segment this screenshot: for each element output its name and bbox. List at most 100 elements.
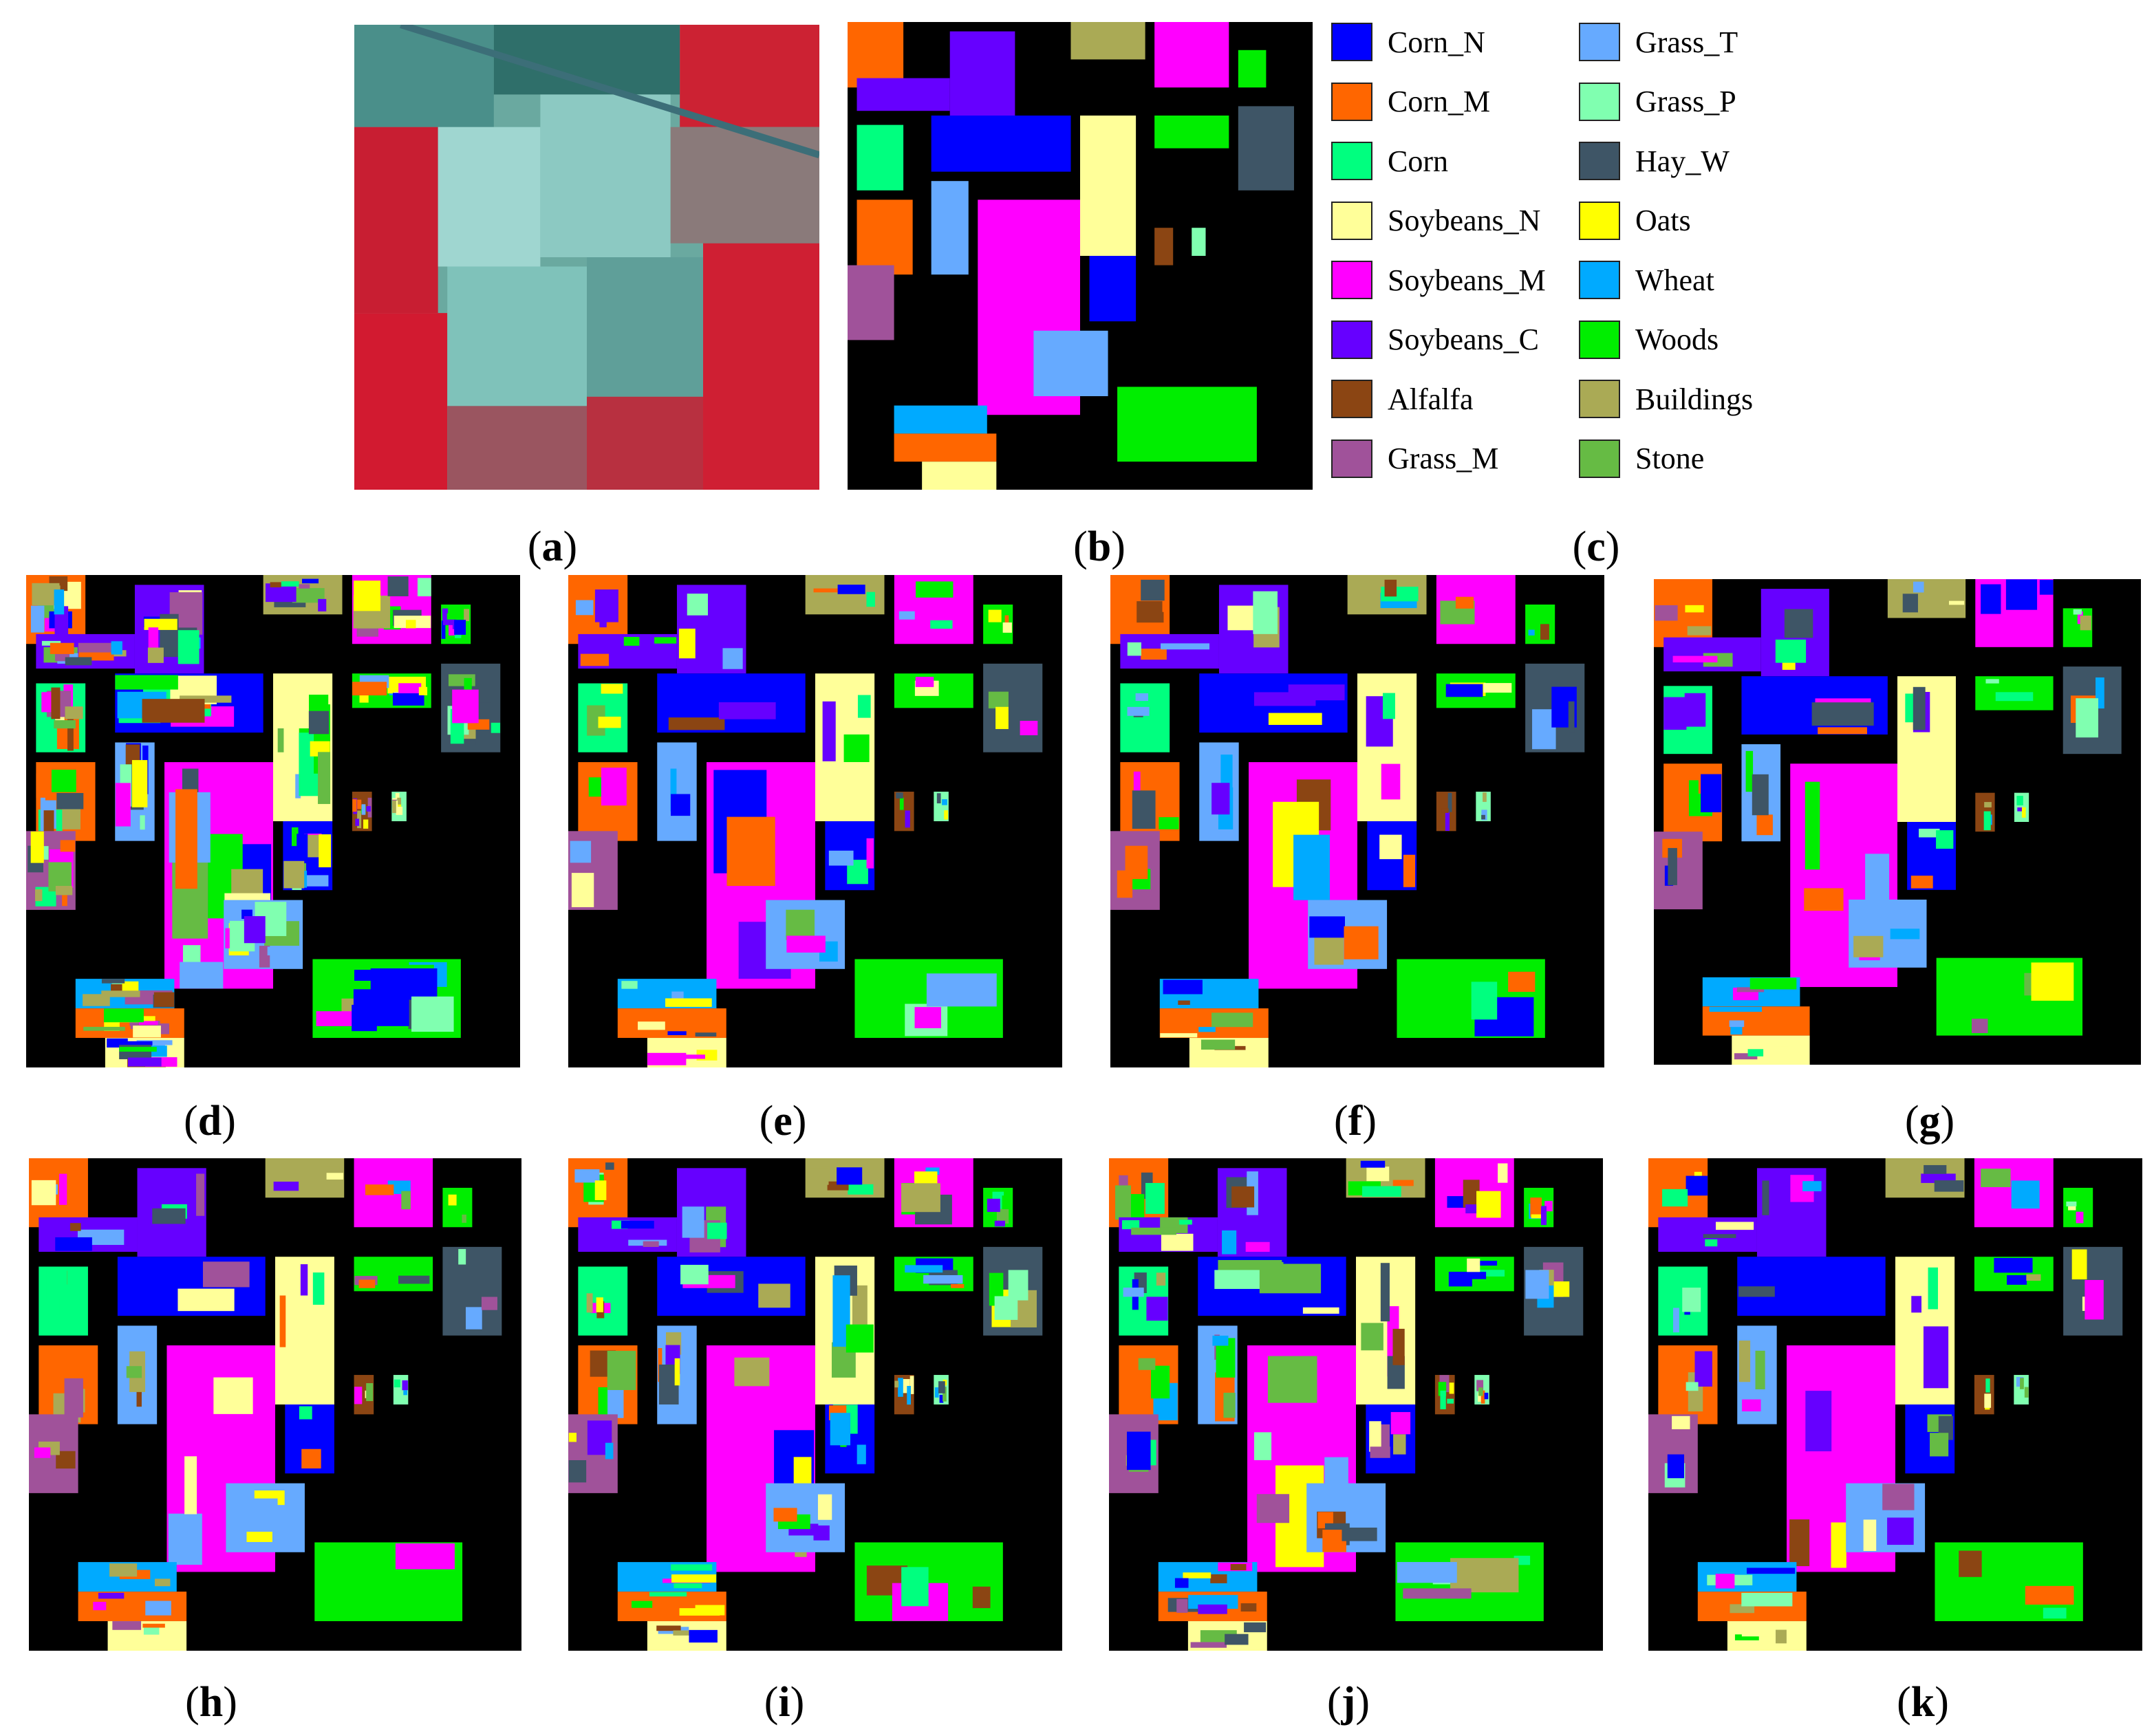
map-noise-patch — [138, 1021, 158, 1026]
map-noise-patch — [656, 1625, 681, 1631]
map-noise-patch — [1445, 811, 1450, 832]
map-noise-patch — [837, 1167, 863, 1185]
map-noise-patch — [34, 1447, 51, 1458]
map-noise-patch — [707, 1222, 727, 1239]
map-noise-patch — [594, 589, 618, 622]
map-noise-patch — [184, 1456, 197, 1515]
map-noise-patch — [1447, 792, 1452, 812]
map-noise-patch — [1438, 1382, 1447, 1396]
map-noise-patch — [55, 1237, 92, 1251]
map-noise-patch — [239, 1498, 278, 1523]
map-noise-patch — [366, 1382, 374, 1402]
map-noise-patch — [1020, 721, 1038, 735]
map-noise-patch — [1755, 1296, 1813, 1306]
map-noise-patch — [2020, 1378, 2024, 1389]
map-noise-patch — [101, 990, 140, 997]
map-noise-patch — [1174, 1578, 1189, 1588]
map-noise-patch — [454, 620, 466, 635]
map-noise-patch — [1259, 1263, 1322, 1294]
gt-region-corn-n-mid — [1089, 256, 1137, 322]
map-noise-patch — [1662, 1189, 1688, 1207]
map-noise-patch — [442, 611, 447, 624]
map-noise-patch — [1734, 1634, 1759, 1640]
map-noise-patch — [308, 710, 330, 735]
map-noise-patch — [1811, 702, 1874, 726]
map-noise-patch — [605, 1162, 614, 1170]
map-noise-patch — [1749, 977, 1797, 990]
map-noise-patch — [1655, 605, 1678, 621]
map-noise-patch — [1971, 1019, 1988, 1034]
map-noise-patch — [994, 1220, 1005, 1227]
map-noise-patch — [866, 592, 875, 607]
map-noise-patch — [1663, 697, 1687, 730]
map-noise-patch — [392, 693, 424, 706]
map-noise-patch — [898, 611, 915, 620]
map-noise-patch — [1472, 1279, 1501, 1290]
gt-region-hay-w — [1238, 106, 1294, 191]
map-noise-patch — [901, 1567, 929, 1607]
legend-label: Soybeans_C — [1388, 323, 1539, 356]
map-noise-patch — [1789, 1260, 1857, 1277]
legend-label: Grass_T — [1635, 25, 1738, 59]
map-noise-patch — [848, 1184, 874, 1195]
legend-item-corn-n: Corn_N — [1331, 19, 1485, 65]
map-noise-patch — [623, 637, 640, 646]
legend-label: Alfalfa — [1388, 382, 1474, 416]
map-noise-patch — [1701, 774, 1722, 812]
caption-g: (g) — [1888, 1097, 1971, 1146]
map-noise-patch — [1736, 987, 1765, 992]
map-noise-patch — [1831, 1522, 1846, 1568]
map-noise-patch — [1231, 1186, 1255, 1208]
map-noise-patch — [145, 1601, 171, 1616]
map-region — [1732, 1035, 1810, 1065]
map-noise-patch — [1853, 935, 1884, 957]
map-noise-patch — [621, 1220, 654, 1229]
legend-label: Corn_N — [1388, 25, 1485, 59]
map-noise-patch — [2066, 1201, 2077, 1206]
legend-item-grass-t: Grass_T — [1579, 19, 1738, 65]
map-noise-patch — [671, 1054, 705, 1059]
map-noise-patch — [1397, 1562, 1457, 1583]
map-noise-patch — [1225, 1634, 1249, 1645]
legend-swatch — [1331, 82, 1372, 121]
legend-label: Soybeans_N — [1388, 204, 1541, 237]
caption-close-paren: ) — [1362, 1098, 1377, 1144]
map-noise-patch — [1361, 1323, 1383, 1351]
map-noise-patch — [58, 1173, 67, 1205]
map-noise-patch — [1253, 692, 1316, 706]
map-noise-patch — [1211, 783, 1230, 815]
map-region — [1974, 1375, 1994, 1415]
map-noise-patch — [180, 695, 232, 703]
map-noise-patch — [283, 860, 305, 889]
legend-swatch — [1579, 261, 1620, 299]
map-noise-patch — [397, 797, 402, 805]
map-noise-patch — [1752, 774, 1769, 816]
map-noise-patch — [627, 1226, 669, 1240]
map-noise-patch — [396, 806, 403, 815]
map-noise-patch — [916, 581, 954, 598]
map-noise-patch — [1672, 655, 1718, 663]
map-noise-patch — [31, 1180, 56, 1206]
map-noise-patch — [1936, 830, 1954, 849]
legend-swatch — [1579, 201, 1620, 240]
map-noise-patch — [671, 1574, 717, 1583]
caption-e: (e) — [742, 1097, 824, 1146]
caption-h: (h) — [170, 1678, 252, 1727]
map-noise-patch — [786, 909, 815, 940]
map-noise-patch — [942, 799, 947, 805]
map-noise-patch — [452, 689, 479, 724]
map-noise-patch — [365, 1184, 394, 1195]
map-noise-patch — [926, 973, 997, 1007]
map-noise-patch — [112, 1621, 142, 1630]
map-noise-patch — [352, 799, 357, 812]
map-noise-patch — [395, 1543, 455, 1570]
map-noise-patch — [593, 843, 610, 872]
map-noise-patch — [312, 1272, 325, 1305]
map-noise-patch — [1756, 814, 1773, 836]
map-noise-patch — [115, 783, 131, 827]
gt-region-woods — [1117, 387, 1257, 462]
map-noise-patch — [1361, 1186, 1401, 1197]
map-noise-patch — [326, 1173, 343, 1180]
map-noise-patch — [1131, 1227, 1177, 1235]
map-noise-patch — [1882, 1484, 1915, 1510]
